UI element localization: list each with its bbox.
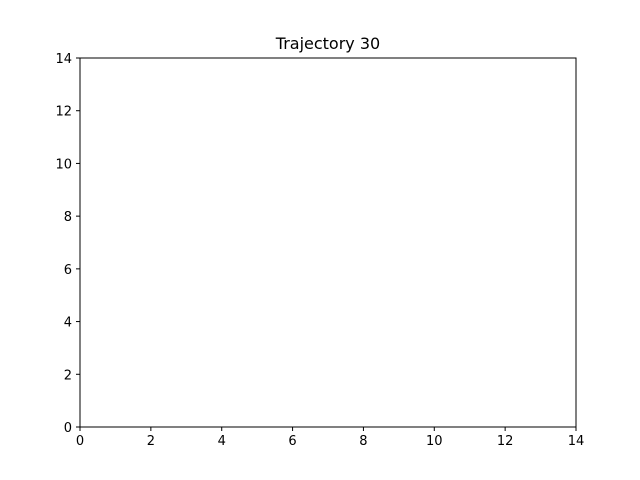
x-tick-label: 4 — [218, 434, 226, 449]
y-axis: 0 2 4 6 8 10 12 14 — [55, 52, 80, 436]
y-tick-label: 6 — [64, 263, 72, 278]
x-tick-label: 2 — [147, 434, 155, 449]
plot-area — [80, 58, 576, 427]
x-tick-label: 0 — [76, 434, 84, 449]
y-tick-label: 10 — [55, 157, 72, 172]
x-tick-label: 8 — [359, 434, 367, 449]
y-tick-label: 12 — [55, 105, 72, 120]
axes-frame — [79, 57, 577, 428]
x-tick-label: 12 — [497, 434, 514, 449]
x-tick-label: 6 — [288, 434, 296, 449]
y-tick-label: 0 — [64, 421, 72, 436]
x-axis: 0 2 4 6 8 10 12 14 — [76, 427, 584, 449]
y-tick-label: 2 — [64, 368, 72, 383]
chart-title: Trajectory 30 — [275, 34, 380, 53]
y-tick-label: 14 — [55, 52, 72, 67]
x-tick-label: 14 — [568, 434, 585, 449]
y-tick-label: 8 — [64, 210, 72, 225]
x-tick-label: 10 — [426, 434, 443, 449]
y-tick-label: 4 — [64, 316, 72, 331]
